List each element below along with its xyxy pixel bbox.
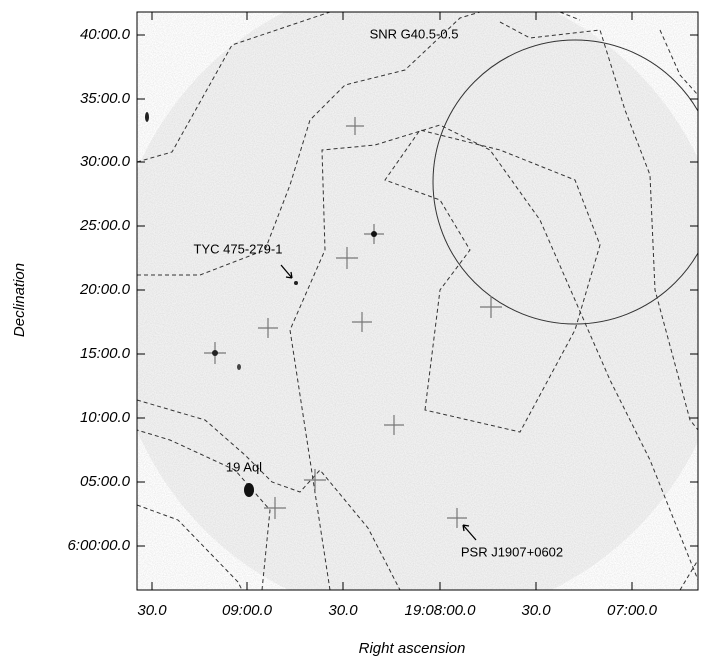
x-axis-label: Right ascension	[359, 640, 466, 657]
sky-image	[110, 0, 714, 620]
y-tick-label: 15:00.0	[80, 345, 131, 362]
x-tick-label: 30.0	[521, 602, 551, 619]
y-tick-label: 10:00.0	[80, 409, 131, 426]
x-tick-label: 30.0	[137, 602, 167, 619]
x-tick-label: 07:00.0	[607, 602, 658, 619]
y-tick-label: 20:00.0	[79, 281, 131, 298]
y-tick-labels: 40:00.0 35:00.0 30:00.0 25:00.0 20:00.0 …	[67, 26, 130, 554]
x-tick-label: 19:08:00.0	[405, 602, 477, 619]
x-tick-label: 30.0	[328, 602, 358, 619]
figure: 40:00.0 35:00.0 30:00.0 25:00.0 20:00.0 …	[0, 0, 714, 660]
y-tick-label: 25:00.0	[79, 217, 131, 234]
x-tick-label: 09:00.0	[222, 602, 273, 619]
y-axis-label: Declination	[11, 263, 28, 337]
annotation: 19 Aql	[226, 459, 262, 474]
annotation: TYC 475-279-1	[194, 241, 283, 256]
y-tick-label: 6:00:00.0	[67, 537, 130, 554]
y-tick-label: 30:00.0	[80, 153, 131, 170]
x-tick-labels: 30.0 09:00.0 30.0 19:08:00.0 30.0 07:00.…	[137, 602, 657, 619]
y-tick-label: 35:00.0	[80, 90, 131, 107]
y-tick-label: 40:00.0	[80, 26, 131, 43]
y-tick-label: 05:00.0	[80, 473, 131, 490]
annotation: PSR J1907+0602	[461, 544, 563, 559]
annotation: SNR G40.5-0.5	[370, 26, 459, 41]
